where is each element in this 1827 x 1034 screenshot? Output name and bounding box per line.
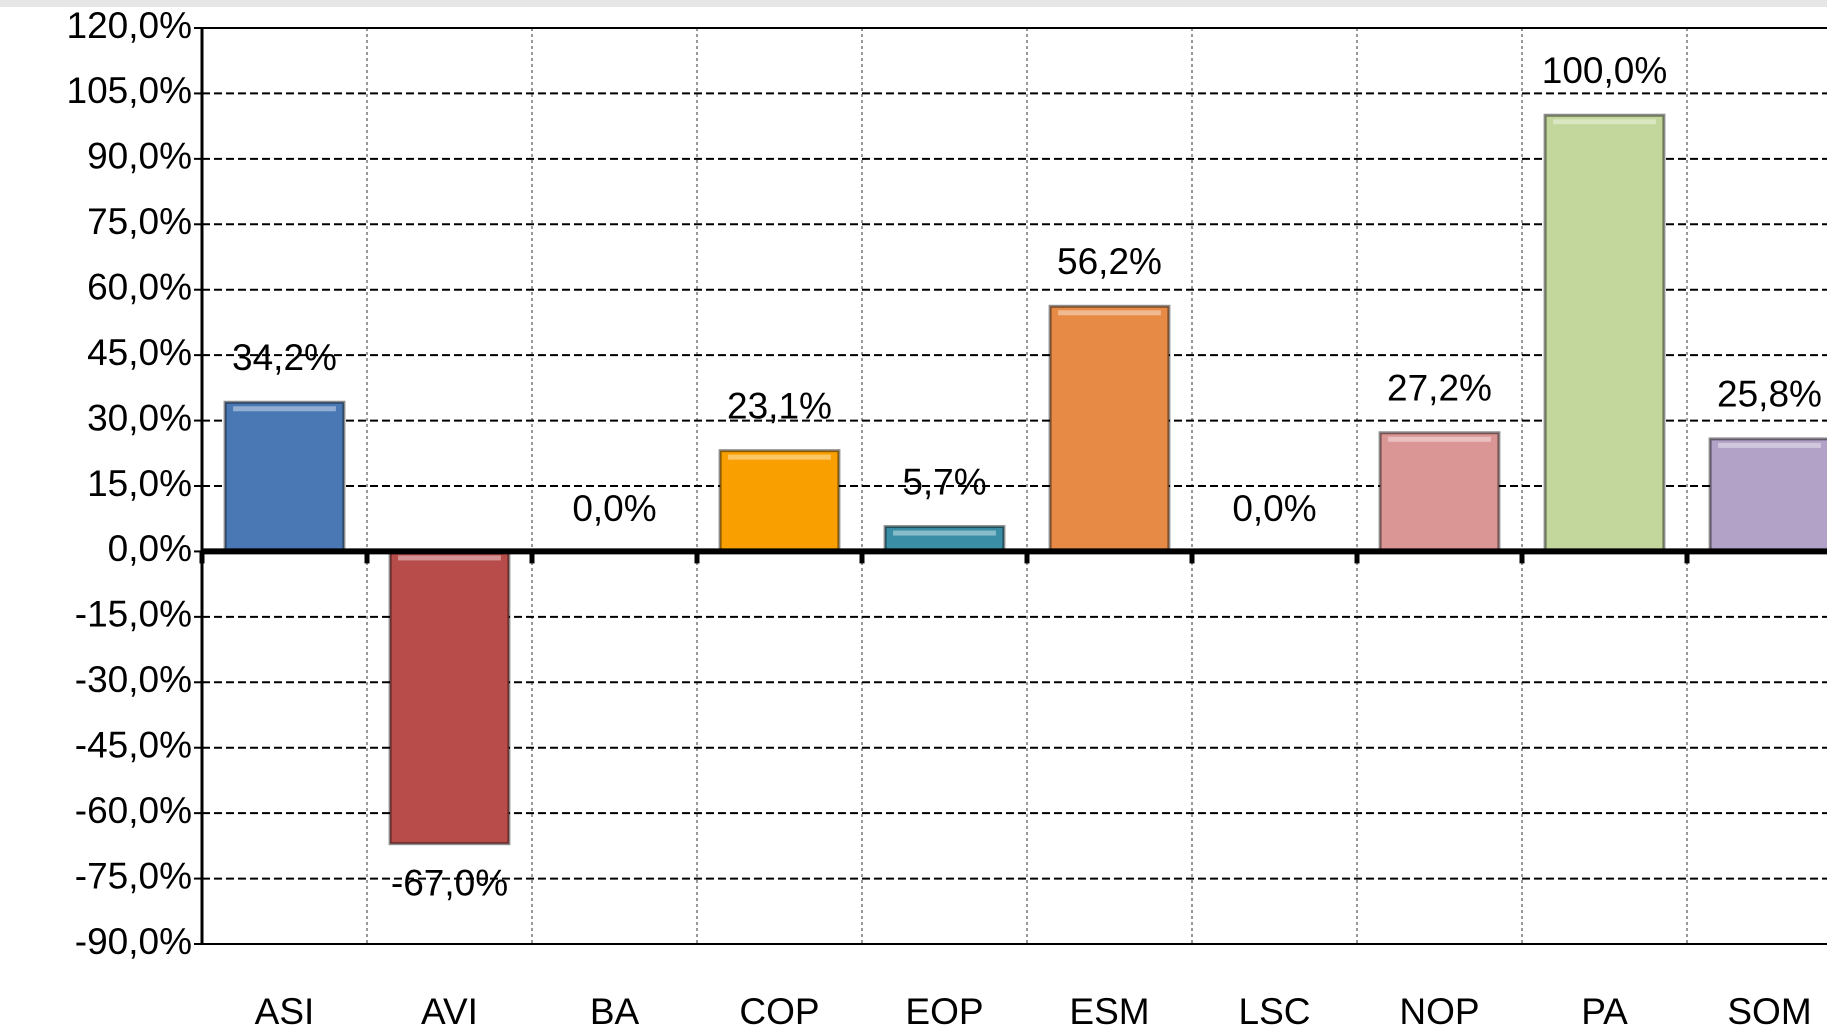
value-label: 0,0%: [572, 488, 656, 529]
value-label: 100,0%: [1542, 50, 1668, 91]
bar-highlight: [893, 530, 996, 536]
bar-highlight: [1553, 119, 1656, 125]
y-tick-label: -30,0%: [75, 659, 192, 700]
y-tick-label: 60,0%: [87, 266, 192, 307]
x-tick-label: ASI: [255, 991, 315, 1032]
x-tick-label: EOP: [905, 991, 983, 1032]
value-label: 27,2%: [1387, 368, 1492, 409]
bar: [223, 400, 346, 553]
bar: [1543, 113, 1666, 553]
bar: [1048, 304, 1171, 553]
value-label: 5,7%: [902, 461, 986, 502]
y-tick-label: -15,0%: [75, 594, 192, 635]
value-label: 56,2%: [1057, 241, 1162, 282]
y-tick-label: -60,0%: [75, 790, 192, 831]
top-strip: [0, 0, 1827, 7]
value-label: 23,1%: [727, 385, 832, 426]
x-tick-label: SOM: [1727, 991, 1811, 1032]
bar: [388, 549, 511, 846]
bar-highlight: [1388, 436, 1491, 442]
bar-highlight: [398, 555, 501, 561]
y-tick-label: 30,0%: [87, 397, 192, 438]
bar: [718, 449, 841, 553]
y-tick-label: -90,0%: [75, 921, 192, 962]
bar-highlight: [1058, 310, 1161, 316]
value-label: -67,0%: [391, 862, 508, 903]
value-label: 25,8%: [1717, 374, 1822, 415]
bar: [883, 525, 1006, 553]
x-tick-label: COP: [739, 991, 819, 1032]
y-tick-label: -45,0%: [75, 724, 192, 765]
x-tick-label: AVI: [421, 991, 478, 1032]
x-tick-label: LSC: [1239, 991, 1311, 1032]
value-label: 34,2%: [232, 337, 337, 378]
bar-highlight: [1718, 442, 1821, 448]
bar: [1708, 437, 1827, 553]
y-tick-label: 105,0%: [67, 70, 193, 111]
x-tick-label: ESM: [1069, 991, 1149, 1032]
bar: [1378, 431, 1501, 553]
x-tick-label: PA: [1581, 991, 1628, 1032]
y-tick-label: 45,0%: [87, 332, 192, 373]
y-tick-label: 0,0%: [108, 528, 192, 569]
y-tick-label: 75,0%: [87, 201, 192, 242]
y-tick-label: 15,0%: [87, 463, 192, 504]
x-tick-label: NOP: [1399, 991, 1479, 1032]
y-tick-label: 120,0%: [67, 5, 193, 46]
y-tick-label: 90,0%: [87, 136, 192, 177]
x-tick-label: BA: [590, 991, 640, 1032]
bar-highlight: [233, 406, 336, 412]
bar-highlight: [728, 454, 831, 460]
y-tick-label: -75,0%: [75, 855, 192, 896]
value-label: 0,0%: [1232, 488, 1316, 529]
